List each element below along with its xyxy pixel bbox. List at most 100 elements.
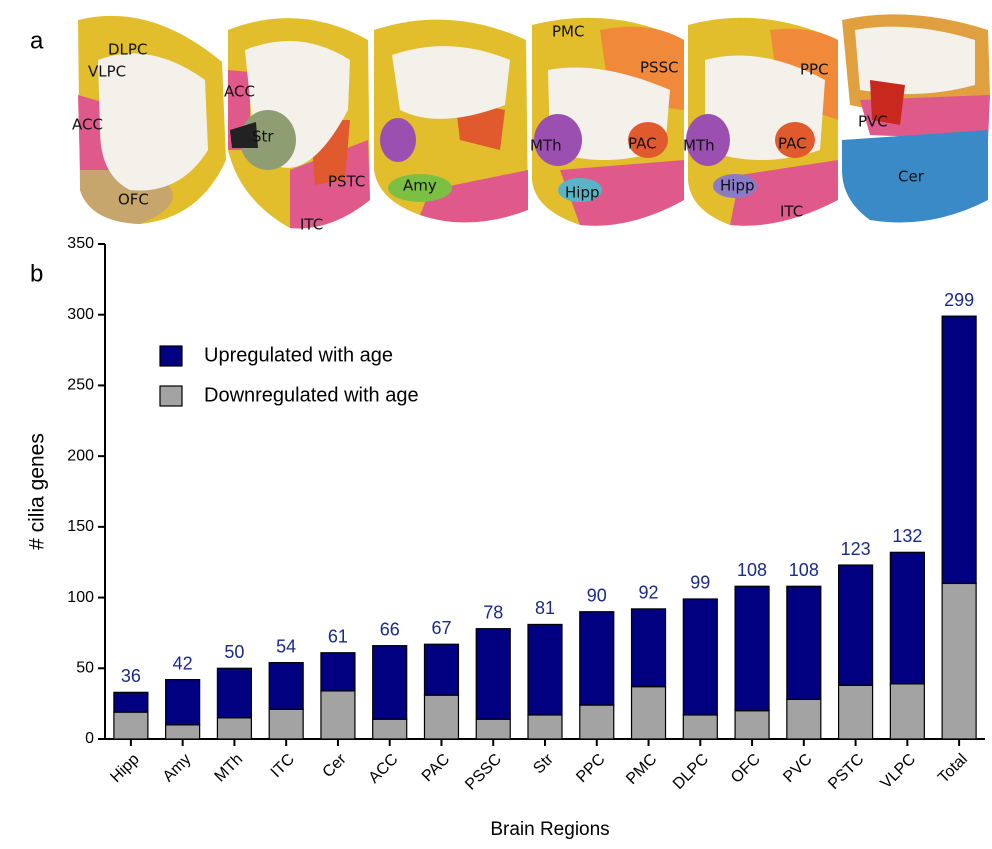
region-label: PAC: [628, 135, 657, 153]
bar-segment: [268, 708, 304, 740]
brain-shape: [870, 80, 905, 125]
bar-segment: [734, 710, 770, 740]
region-label: PMC: [552, 23, 584, 41]
bar-segment: [320, 690, 356, 740]
bar-segment: [320, 652, 356, 692]
panel-letter: a: [30, 27, 44, 54]
brain-shape: [730, 160, 838, 226]
bar-segment: [527, 714, 563, 740]
total-label: 54: [276, 636, 296, 656]
total-label: 36: [121, 666, 141, 686]
x-tick-label: OFC: [728, 751, 764, 787]
total-label: 81: [535, 598, 555, 618]
region-label: DLPC: [108, 41, 147, 59]
brain-shape: [560, 160, 684, 226]
region-label: Hipp: [565, 184, 600, 202]
x-axis-title: Brain Regions: [490, 819, 609, 840]
region-label: MTh: [683, 137, 715, 155]
brain-shape: [290, 140, 370, 229]
brain-shape: [775, 122, 815, 158]
brain-shape: [230, 122, 258, 148]
brain-shape: [388, 174, 452, 202]
region-label: Str: [252, 128, 274, 146]
total-label: 132: [892, 526, 922, 546]
total-label: 61: [328, 626, 348, 646]
region-label: ITC: [300, 216, 323, 234]
y-tick-label: 0: [85, 730, 94, 747]
y-tick-label: 100: [67, 589, 94, 606]
bar-segment: [268, 662, 304, 710]
bar-segment: [527, 623, 563, 716]
brain-shape: [842, 130, 988, 223]
region-label: MTh: [530, 137, 562, 155]
bar-segment: [786, 585, 822, 701]
region-label: ACC: [72, 116, 103, 134]
x-tick-label: Amy: [160, 751, 195, 786]
bar-segment: [734, 585, 770, 712]
legend-label: Upregulated with age: [204, 344, 393, 366]
region-label: ITC: [780, 203, 803, 221]
brain-sections: DLPC VLPC ACC OFC ACC Str PSTC ITC Amy P…: [72, 14, 990, 234]
region-label: ACC: [224, 83, 255, 101]
total-label: 67: [431, 618, 451, 638]
x-tick-label: PVC: [780, 751, 815, 786]
bar-segment: [113, 711, 149, 740]
brain-shape: [855, 26, 975, 95]
total-label: 90: [587, 585, 607, 605]
x-tick-label: PPC: [573, 751, 608, 786]
x-tick-label: PAC: [419, 751, 453, 785]
total-label: 92: [639, 583, 659, 603]
brain-shape: [686, 114, 730, 166]
total-label: 78: [483, 602, 503, 622]
bar-segment: [475, 718, 511, 740]
brain-shape: [392, 46, 510, 119]
x-tick-label: MTh: [212, 751, 247, 786]
bar-segment: [786, 698, 822, 740]
bar-segment: [113, 691, 149, 713]
region-label: PSSC: [640, 59, 679, 77]
x-tick-label: PSTC: [825, 751, 867, 793]
region-label: OFC: [118, 191, 149, 209]
x-tick-label: VLPC: [878, 751, 920, 793]
total-label: 299: [944, 290, 974, 310]
region-label: Amy: [403, 177, 437, 195]
legend-swatch: [159, 345, 183, 367]
bar-segment: [630, 608, 667, 688]
brain-shape: [380, 118, 416, 162]
brain-shape: [420, 170, 528, 223]
x-tick-label: Str: [530, 750, 557, 777]
brain-shape: [534, 114, 582, 166]
bar-segment: [165, 724, 201, 740]
bar-segment: [475, 628, 511, 720]
total-label: 66: [380, 619, 400, 639]
bar-segment: [423, 694, 460, 740]
total-label: 108: [737, 560, 767, 580]
total-label: 108: [789, 560, 819, 580]
x-tick-label: PSSC: [462, 751, 505, 794]
bar-segment: [630, 686, 667, 740]
bar-segment: [889, 551, 925, 685]
x-tick-label: Cer: [320, 750, 351, 781]
bar-segment: [837, 684, 874, 740]
region-label: Cer: [898, 168, 925, 186]
bar-segment: [682, 598, 718, 716]
region-label: Hipp: [720, 177, 755, 195]
brain-shape: [98, 53, 208, 191]
bar-segment: [941, 582, 977, 740]
bar-segment: [372, 718, 408, 740]
x-tick-label: DLPC: [670, 751, 712, 793]
bar-segment: [889, 683, 925, 740]
bar-segment: [372, 645, 408, 720]
bar-segment: [941, 315, 977, 585]
brain-shape: [713, 174, 757, 198]
brain-shape: [558, 178, 602, 202]
bar-segment: [579, 611, 615, 706]
total-label: 50: [224, 642, 244, 662]
y-tick-label: 250: [67, 377, 94, 394]
region-label: PPC: [800, 61, 829, 79]
bar-chart: 0 50 100 150 200 250 300 350 # cilia genes Brain …: [26, 235, 985, 840]
x-tick-label: Total: [935, 751, 971, 787]
y-tick-label: 50: [76, 660, 94, 677]
y-tick-label: 350: [67, 235, 94, 252]
bar-segment: [216, 667, 253, 719]
